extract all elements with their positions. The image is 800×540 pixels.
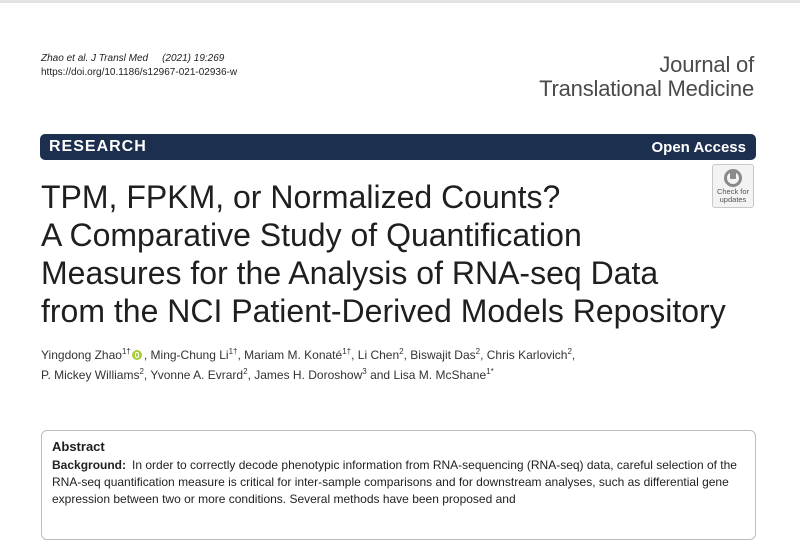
- author-name[interactable]: Yingdong Zhao: [41, 348, 122, 362]
- author-affiliation: 1†: [121, 347, 131, 356]
- title-line1: TPM, FPKM, or Normalized Counts?: [41, 179, 561, 215]
- background-label: Background:: [52, 458, 127, 472]
- author-separator: ,: [571, 348, 576, 362]
- citation-journal: Zhao et al. J Transl Med: [41, 53, 149, 64]
- journal-name-line1: Journal of: [659, 52, 754, 77]
- title-line4: from the NCI Patient-Derived Models Repo…: [41, 293, 726, 329]
- author-name[interactable]: Li Chen: [357, 348, 400, 362]
- check-updates-line2: updates: [719, 195, 747, 204]
- author-affiliation: 3: [362, 367, 367, 376]
- abstract-heading: Abstract: [52, 439, 105, 454]
- section-label: RESEARCH: [49, 138, 147, 155]
- author-affiliation: 1*: [486, 367, 494, 376]
- author-separator: ,: [351, 348, 358, 362]
- author-name[interactable]: Lisa M. McShane: [393, 368, 487, 382]
- author-name[interactable]: Mariam M. Konaté: [244, 348, 343, 362]
- author-name[interactable]: Yvonne A. Evrard: [150, 368, 244, 382]
- citation-year-volume: (2021) 19:269: [162, 53, 225, 64]
- orcid-icon[interactable]: [131, 350, 142, 360]
- check-updates-line1: Check for: [716, 187, 750, 196]
- author-affiliation: 2: [567, 347, 572, 356]
- author-separator: ,: [247, 368, 255, 382]
- author-separator: ,: [237, 348, 245, 362]
- author-affiliation: 2: [475, 347, 481, 356]
- author-separator: and: [366, 368, 394, 382]
- journal-name-line2: Translational Medicine: [539, 76, 754, 101]
- author-name[interactable]: Ming-Chung Li: [150, 348, 229, 362]
- author-separator: ,: [480, 348, 487, 362]
- title-line2: A Comparative Study of Quantification: [41, 217, 582, 253]
- check-updates-icon: [724, 169, 742, 187]
- top-strip: [0, 0, 800, 3]
- open-access-label: Open Access: [651, 138, 747, 156]
- author-list: Yingdong Zhao1†, Ming-Chung Li1†, Mariam…: [41, 345, 761, 385]
- author-name[interactable]: James H. Doroshow: [254, 368, 363, 382]
- author-separator: ,: [143, 348, 151, 362]
- author-affiliation: 2: [139, 367, 144, 376]
- citation-line: Zhao et al. J Transl Med (2021) 19:269: [41, 52, 237, 66]
- author-affiliation: 1†: [228, 347, 238, 356]
- author-name[interactable]: P. Mickey Williams: [41, 368, 140, 382]
- title-line3: Measures for the Analysis of RNA-seq Dat…: [41, 255, 659, 291]
- author-separator: ,: [403, 348, 411, 362]
- check-for-updates-badge[interactable]: Check for updates: [712, 164, 754, 208]
- author-affiliation: 2: [243, 367, 248, 376]
- author-affiliation: 2: [399, 347, 404, 356]
- journal-name: Journal of Translational Medicine: [539, 53, 754, 101]
- abstract-box: Abstract Background: In order to correctl…: [41, 430, 756, 540]
- citation-block: Zhao et al. J Transl Med (2021) 19:269 ht…: [41, 52, 237, 80]
- section-banner: RESEARCH Open Access: [40, 134, 756, 160]
- author-separator: ,: [143, 368, 151, 382]
- background-text: In order to correctly decode phenotypic …: [52, 458, 737, 506]
- author-name[interactable]: Chris Karlovich: [486, 348, 568, 362]
- doi-link[interactable]: https://doi.org/10.1186/s12967-021-02936…: [41, 67, 238, 78]
- abstract-background: Background: In order to correctly decode …: [52, 457, 752, 508]
- article-title: TPM, FPKM, or Normalized Counts? A Compa…: [41, 178, 761, 330]
- author-name[interactable]: Biswajit Das: [410, 348, 476, 362]
- author-affiliation: 1†: [342, 347, 352, 356]
